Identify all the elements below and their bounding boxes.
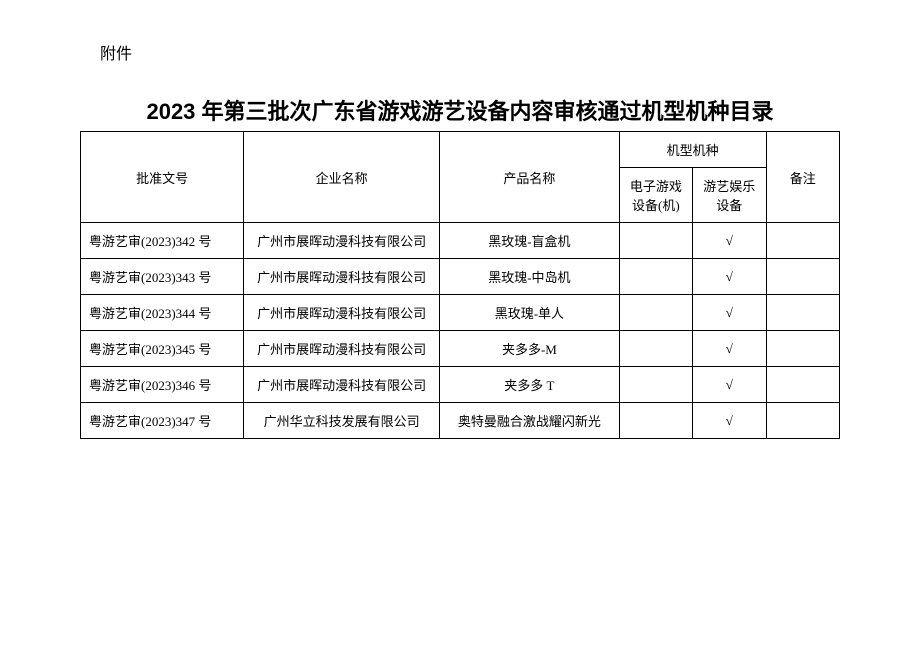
- header-company: 企业名称: [244, 132, 440, 223]
- cell-remark: [766, 403, 839, 439]
- cell-amusement: √: [693, 331, 766, 367]
- cell-remark: [766, 331, 839, 367]
- cell-amusement: √: [693, 223, 766, 259]
- table-row: 粤游艺审(2023)342 号 广州市展晖动漫科技有限公司 黑玫瑰-盲盒机 √: [81, 223, 840, 259]
- header-product: 产品名称: [440, 132, 620, 223]
- cell-approval: 粤游艺审(2023)344 号: [81, 295, 244, 331]
- cell-company: 广州市展晖动漫科技有限公司: [244, 367, 440, 403]
- cell-electronic: [619, 295, 692, 331]
- cell-electronic: [619, 223, 692, 259]
- cell-company: 广州市展晖动漫科技有限公司: [244, 295, 440, 331]
- cell-approval: 粤游艺审(2023)347 号: [81, 403, 244, 439]
- cell-product: 夹多多-M: [440, 331, 620, 367]
- header-remark: 备注: [766, 132, 839, 223]
- cell-remark: [766, 367, 839, 403]
- cell-remark: [766, 295, 839, 331]
- cell-product: 黑玫瑰-盲盒机: [440, 223, 620, 259]
- cell-amusement: √: [693, 403, 766, 439]
- approval-table: 批准文号 企业名称 产品名称 机型机种 备注 电子游戏设备(机) 游艺娱乐设备 …: [80, 131, 840, 439]
- cell-company: 广州华立科技发展有限公司: [244, 403, 440, 439]
- cell-approval: 粤游艺审(2023)343 号: [81, 259, 244, 295]
- header-approval: 批准文号: [81, 132, 244, 223]
- cell-remark: [766, 223, 839, 259]
- cell-electronic: [619, 331, 692, 367]
- header-machine-type: 机型机种: [619, 132, 766, 168]
- table-row: 粤游艺审(2023)345 号 广州市展晖动漫科技有限公司 夹多多-M √: [81, 331, 840, 367]
- cell-product: 黑玫瑰-单人: [440, 295, 620, 331]
- cell-electronic: [619, 367, 692, 403]
- header-electronic: 电子游戏设备(机): [619, 168, 692, 223]
- table-row: 粤游艺审(2023)344 号 广州市展晖动漫科技有限公司 黑玫瑰-单人 √: [81, 295, 840, 331]
- cell-approval: 粤游艺审(2023)346 号: [81, 367, 244, 403]
- table-row: 粤游艺审(2023)347 号 广州华立科技发展有限公司 奥特曼融合激战耀闪新光…: [81, 403, 840, 439]
- header-amusement: 游艺娱乐设备: [693, 168, 766, 223]
- cell-approval: 粤游艺审(2023)345 号: [81, 331, 244, 367]
- cell-product: 奥特曼融合激战耀闪新光: [440, 403, 620, 439]
- cell-amusement: √: [693, 367, 766, 403]
- cell-product: 黑玫瑰-中岛机: [440, 259, 620, 295]
- table-row: 粤游艺审(2023)343 号 广州市展晖动漫科技有限公司 黑玫瑰-中岛机 √: [81, 259, 840, 295]
- cell-electronic: [619, 403, 692, 439]
- cell-remark: [766, 259, 839, 295]
- cell-approval: 粤游艺审(2023)342 号: [81, 223, 244, 259]
- cell-electronic: [619, 259, 692, 295]
- document-title: 2023 年第三批次广东省游戏游艺设备内容审核通过机型机种目录: [80, 94, 840, 126]
- table-row: 粤游艺审(2023)346 号 广州市展晖动漫科技有限公司 夹多多 T √: [81, 367, 840, 403]
- cell-product: 夹多多 T: [440, 367, 620, 403]
- cell-amusement: √: [693, 259, 766, 295]
- cell-amusement: √: [693, 295, 766, 331]
- table-header-row-1: 批准文号 企业名称 产品名称 机型机种 备注: [81, 132, 840, 168]
- attachment-label: 附件: [100, 40, 840, 64]
- cell-company: 广州市展晖动漫科技有限公司: [244, 223, 440, 259]
- cell-company: 广州市展晖动漫科技有限公司: [244, 331, 440, 367]
- cell-company: 广州市展晖动漫科技有限公司: [244, 259, 440, 295]
